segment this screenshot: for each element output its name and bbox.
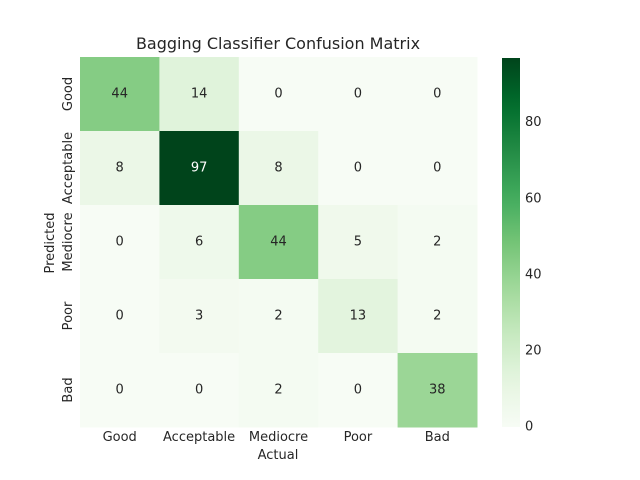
cell-value-label: 0 bbox=[354, 161, 362, 176]
cell-value-label: 2 bbox=[274, 309, 282, 324]
cell-value-label: 0 bbox=[116, 309, 124, 324]
heatmap-cell bbox=[318, 57, 399, 132]
cell-value-label: 0 bbox=[354, 383, 362, 398]
cell-value-label: 2 bbox=[433, 309, 441, 324]
heatmap-cell bbox=[80, 131, 160, 206]
heatmap-cells: 44 14 0 0 0 8 97 8 0 0 0 6 44 5 2 0 3 2 13 2 0 0 2 0 38 bbox=[80, 57, 478, 428]
colorbar bbox=[502, 58, 520, 427]
x-tick-label: Bad bbox=[425, 430, 450, 445]
heatmap-cell bbox=[397, 131, 478, 206]
cell-value-label: 44 bbox=[111, 87, 128, 102]
x-tick-labels: Good Acceptable Mediocre Poor Bad bbox=[103, 430, 450, 445]
y-axis-label: Predicted bbox=[43, 212, 58, 273]
heatmap-cell bbox=[159, 353, 240, 428]
cell-value-label: 97 bbox=[191, 161, 208, 176]
cell-value-label: 2 bbox=[433, 235, 441, 250]
heatmap-cell bbox=[238, 279, 319, 354]
heatmap-cell bbox=[318, 205, 399, 280]
cell-value-label: 13 bbox=[350, 309, 367, 324]
y-tick-label: Bad bbox=[61, 377, 76, 402]
cell-value-label: 0 bbox=[116, 235, 124, 250]
y-tick-labels: Good Acceptable Mediocre Poor Bad bbox=[61, 77, 76, 403]
heatmap-cell bbox=[159, 205, 240, 280]
heatmap-cell bbox=[318, 353, 399, 428]
chart-title: Bagging Classifier Confusion Matrix bbox=[136, 34, 420, 53]
heatmap-cell bbox=[397, 279, 478, 354]
colorbar-tick-label: 80 bbox=[525, 115, 542, 130]
colorbar-ticks: 0 20 40 60 80 bbox=[525, 115, 542, 434]
y-tick-label: Acceptable bbox=[61, 132, 76, 204]
heatmap-cell bbox=[318, 131, 399, 206]
cell-value-label: 8 bbox=[116, 161, 124, 176]
y-tick-label: Poor bbox=[61, 301, 76, 330]
cell-value-label: 44 bbox=[270, 235, 287, 250]
cell-value-label: 5 bbox=[354, 235, 362, 250]
cell-value-label: 6 bbox=[195, 235, 203, 250]
heatmap-cell bbox=[397, 205, 478, 280]
heatmap-cell bbox=[159, 57, 240, 132]
cell-value-label: 14 bbox=[191, 87, 208, 102]
cell-value-label: 0 bbox=[116, 383, 124, 398]
cell-value-label: 0 bbox=[433, 161, 441, 176]
cell-value-label: 0 bbox=[195, 383, 203, 398]
x-axis-label: Actual bbox=[258, 448, 299, 463]
heatmap-cell bbox=[159, 131, 240, 206]
cell-value-label: 0 bbox=[354, 87, 362, 102]
heatmap-cell bbox=[80, 57, 160, 132]
heatmap-cell bbox=[238, 353, 319, 428]
heatmap-cell bbox=[159, 279, 240, 354]
heatmap-cell bbox=[318, 279, 399, 354]
heatmap-cell bbox=[238, 205, 319, 280]
heatmap-cell bbox=[397, 57, 478, 132]
colorbar-tick-label: 60 bbox=[525, 191, 542, 206]
cell-value-label: 3 bbox=[195, 309, 203, 324]
y-tick-label: Good bbox=[61, 77, 76, 111]
x-tick-label: Acceptable bbox=[163, 430, 235, 445]
heatmap-cell bbox=[238, 57, 319, 132]
cell-value-label: 0 bbox=[433, 87, 441, 102]
heatmap-cell bbox=[80, 279, 160, 354]
x-tick-label: Poor bbox=[344, 430, 373, 445]
heatmap-cell bbox=[238, 131, 319, 206]
colorbar-tick-label: 0 bbox=[525, 420, 533, 435]
colorbar-tick-label: 20 bbox=[525, 343, 542, 358]
y-tick-label: Mediocre bbox=[61, 212, 76, 271]
heatmap-cell bbox=[80, 353, 160, 428]
cell-value-label: 0 bbox=[274, 87, 282, 102]
cell-value-label: 2 bbox=[274, 383, 282, 398]
colorbar-tick-label: 40 bbox=[525, 267, 542, 282]
x-tick-label: Good bbox=[103, 430, 137, 445]
heatmap-cell bbox=[80, 205, 160, 280]
heatmap-cell bbox=[397, 353, 478, 428]
cell-value-label: 38 bbox=[429, 383, 446, 398]
x-tick-label: Mediocre bbox=[249, 430, 308, 445]
cell-value-label: 8 bbox=[274, 161, 282, 176]
